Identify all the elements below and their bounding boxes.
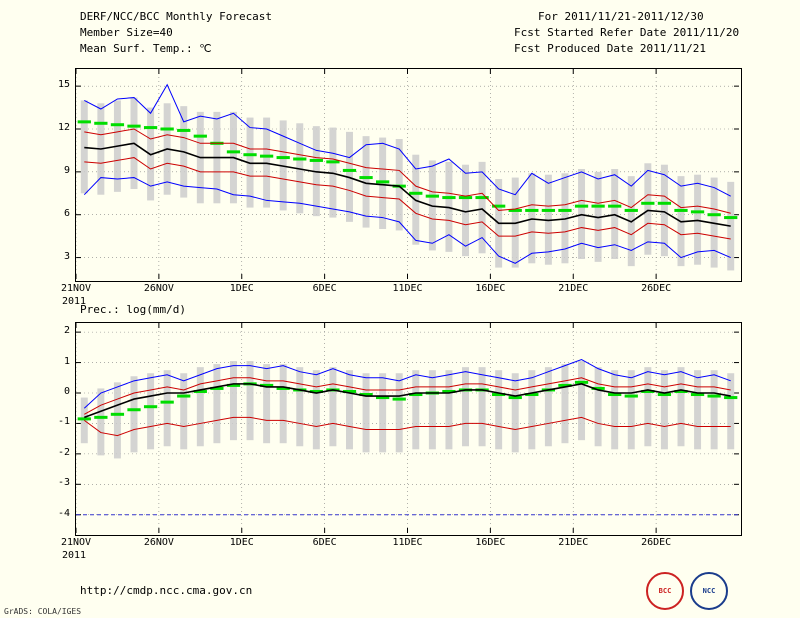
temperature-ytick-9: 9 bbox=[63, 164, 70, 176]
precipitation-xtick-1DEC: 1DEC bbox=[229, 537, 254, 548]
precipitation-xtick-6DEC: 6DEC bbox=[312, 537, 337, 548]
temperature-year-label: 2011 bbox=[62, 296, 87, 307]
forecast-period-label: For 2011/11/21-2011/12/30 bbox=[538, 10, 704, 23]
grads-credit: GrADS: COLA/IGES bbox=[4, 607, 82, 616]
member-size-label: Member Size=40 bbox=[80, 26, 173, 39]
precipitation-ytick-1: 1 bbox=[63, 355, 70, 367]
ncc-logo: NCC bbox=[690, 572, 728, 610]
bcc-logo: BCC bbox=[646, 572, 684, 610]
precipitation-year-label: 2011 bbox=[62, 550, 87, 561]
precipitation-ytick-2: 2 bbox=[63, 325, 70, 337]
forecast-title: DERF/NCC/BCC Monthly Forecast bbox=[80, 10, 273, 23]
precipitation-xtick-26DEC: 26DEC bbox=[641, 537, 672, 548]
precipitation-xtick-21NOV: 21NOV bbox=[60, 537, 92, 548]
precipitation-plot-frame bbox=[75, 322, 742, 536]
forecast-started-label: Fcst Started Refer Date 2011/11/20 bbox=[514, 26, 740, 39]
temperature-ytick-6: 6 bbox=[63, 207, 70, 219]
variable-label: Mean Surf. Temp.: ℃ bbox=[80, 42, 212, 55]
precip-panel-label: Prec.: log(mm/d) bbox=[80, 303, 186, 316]
temperature-xtick-6DEC: 6DEC bbox=[312, 283, 337, 294]
precipitation-ytick-m4: -4 bbox=[57, 507, 70, 519]
precipitation-xtick-21DEC: 21DEC bbox=[558, 537, 589, 548]
precipitation-xtick-16DEC: 16DEC bbox=[475, 537, 506, 548]
temperature-xtick-1DEC: 1DEC bbox=[229, 283, 254, 294]
ncc-logo-text: NCC bbox=[702, 587, 716, 595]
precipitation-xtick-26NOV: 26NOV bbox=[143, 537, 174, 548]
temperature-xtick-21DEC: 21DEC bbox=[558, 283, 589, 294]
forecast-produced-label: Fcst Produced Date 2011/11/21 bbox=[514, 42, 707, 55]
bcc-logo-text: BCC bbox=[658, 587, 672, 595]
precipitation-ytick-m1: -1 bbox=[57, 416, 70, 428]
precipitation-ytick-m2: -2 bbox=[57, 446, 70, 458]
temperature-xtick-11DEC: 11DEC bbox=[392, 283, 423, 294]
temperature-ytick-3: 3 bbox=[63, 250, 70, 262]
cmdp-url: http://cmdp.ncc.cma.gov.cn bbox=[80, 584, 253, 597]
temperature-ytick-15: 15 bbox=[57, 79, 70, 91]
temperature-xtick-21NOV: 21NOV bbox=[60, 283, 92, 294]
temperature-plot-frame bbox=[75, 68, 742, 282]
precipitation-xtick-11DEC: 11DEC bbox=[392, 537, 423, 548]
temperature-ytick-12: 12 bbox=[57, 122, 70, 133]
temperature-xtick-26DEC: 26DEC bbox=[641, 283, 672, 294]
temperature-xtick-16DEC: 16DEC bbox=[475, 283, 506, 294]
precipitation-ytick-m3: -3 bbox=[57, 477, 70, 489]
precipitation-ytick-0: 0 bbox=[63, 386, 70, 397]
temperature-xtick-26NOV: 26NOV bbox=[143, 283, 174, 294]
